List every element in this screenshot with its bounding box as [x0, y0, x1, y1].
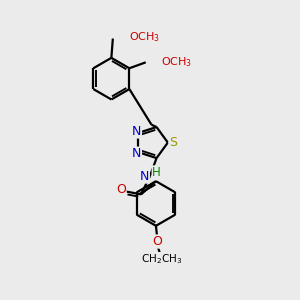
Text: O: O: [152, 235, 162, 248]
Text: CH$_2$CH$_3$: CH$_2$CH$_3$: [141, 253, 182, 266]
Text: H: H: [152, 166, 161, 179]
Text: N: N: [132, 147, 142, 160]
Text: OCH$_3$: OCH$_3$: [129, 30, 161, 44]
Text: OCH$_3$: OCH$_3$: [160, 56, 192, 69]
Text: S: S: [169, 136, 177, 149]
Text: N: N: [132, 125, 142, 138]
Text: N: N: [140, 170, 149, 183]
Text: O: O: [116, 183, 126, 196]
